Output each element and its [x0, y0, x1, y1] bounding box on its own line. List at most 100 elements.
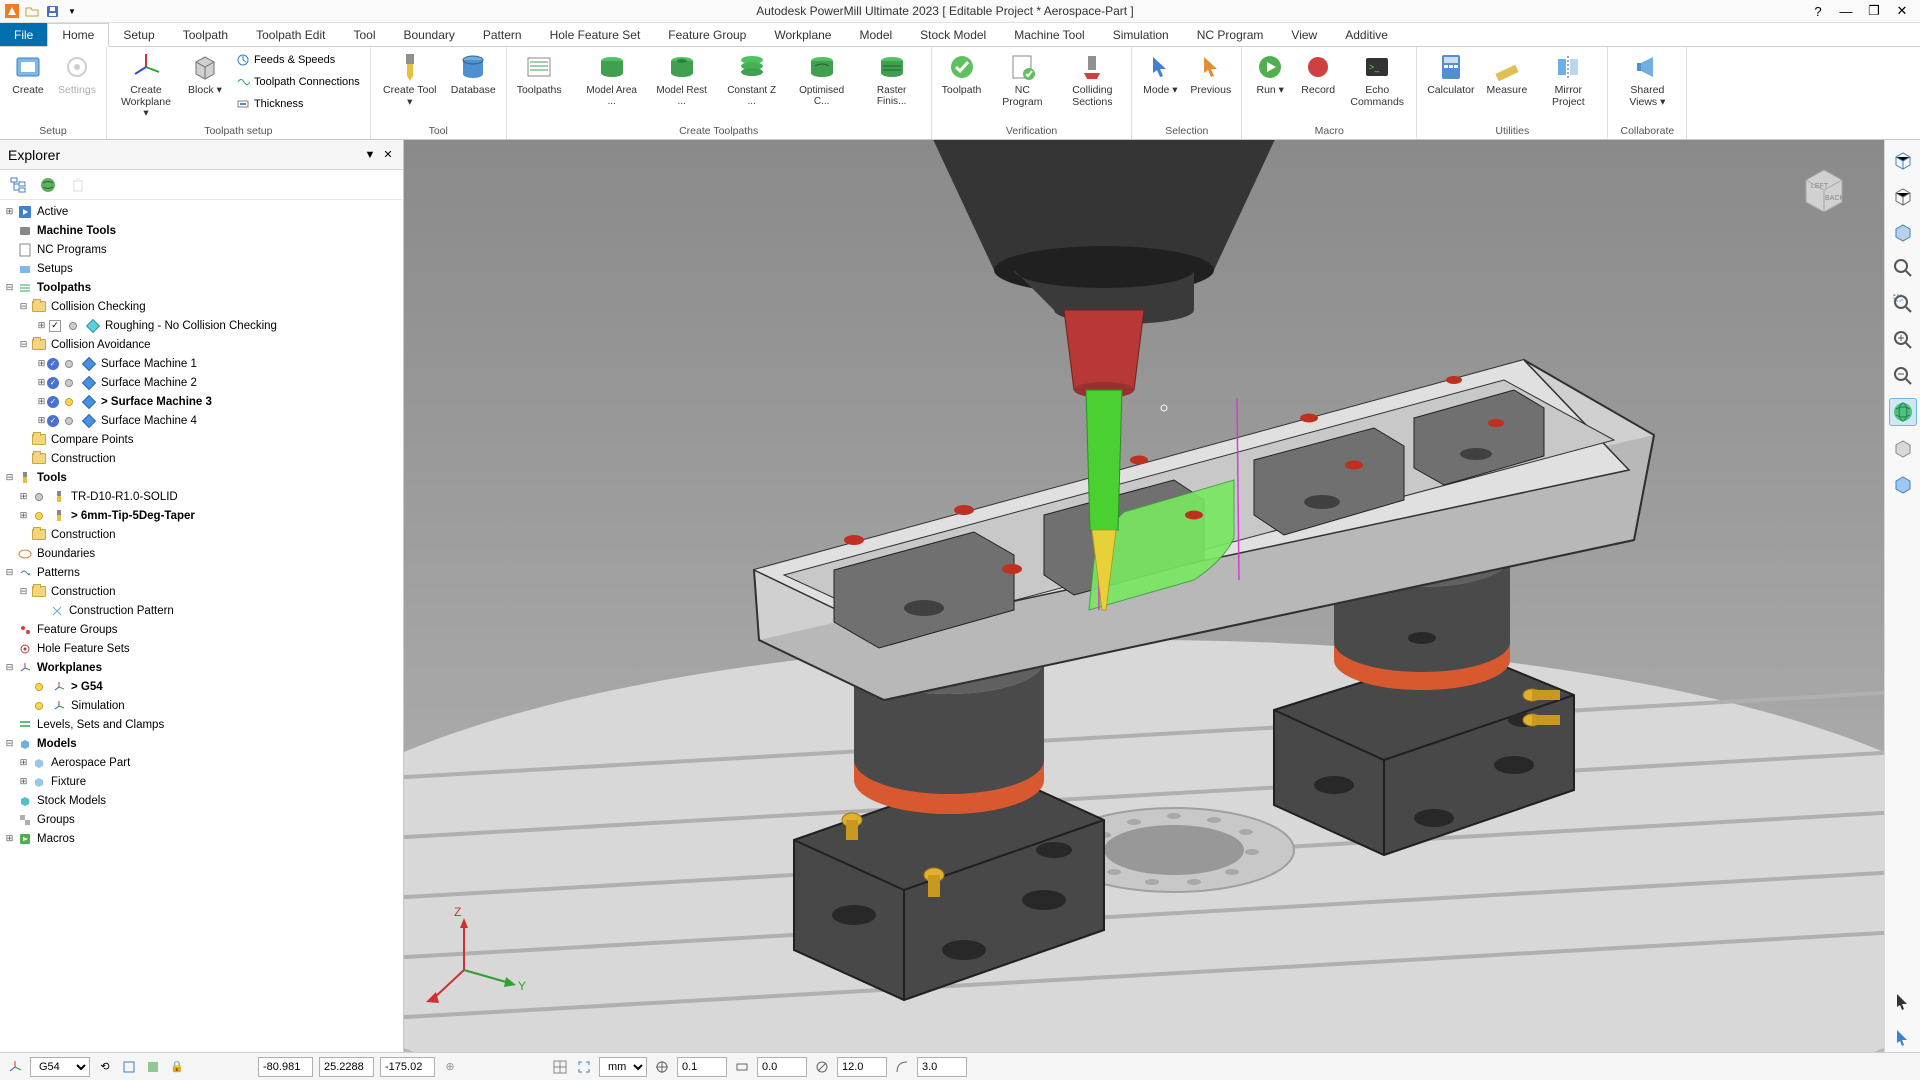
create-workplane-button[interactable]: Create Workplane ▾ — [113, 49, 179, 122]
units-select[interactable]: mm — [599, 1057, 647, 1077]
colliding-sections-button[interactable]: Colliding Sections — [1059, 49, 1125, 110]
tree-node[interactable]: ⊞✓Surface Machine 4 — [0, 411, 403, 430]
status-icon-3[interactable] — [144, 1058, 162, 1076]
tree-node[interactable]: Groups — [0, 810, 403, 829]
maximize-button[interactable]: ❐ — [1866, 3, 1882, 19]
status-axes-icon[interactable] — [6, 1058, 24, 1076]
tree-node[interactable]: Boundaries — [0, 544, 403, 563]
model-rest-button[interactable]: Model Rest ... — [649, 49, 715, 109]
qat-dropdown-icon[interactable]: ▼ — [64, 3, 80, 19]
raster-finish-button[interactable]: Raster Finis... — [859, 49, 925, 109]
explorer-globe-icon[interactable] — [38, 175, 58, 195]
tree-node[interactable]: ⊟Construction — [0, 582, 403, 601]
tab-file[interactable]: File — [0, 23, 47, 46]
tree-node[interactable]: ⊞✓Surface Machine 1 — [0, 354, 403, 373]
status-grid-icon[interactable] — [551, 1058, 569, 1076]
tree-node[interactable]: Simulation — [0, 696, 403, 715]
status-dia-icon[interactable] — [813, 1058, 831, 1076]
echo-commands-button[interactable]: >_Echo Commands — [1344, 49, 1410, 110]
tree-node[interactable]: ⊞Aerospace Part — [0, 753, 403, 772]
tab-machine-tool[interactable]: Machine Tool — [1000, 23, 1099, 46]
radius-field[interactable]: 3.0 — [917, 1057, 967, 1077]
tab-pattern[interactable]: Pattern — [469, 23, 536, 46]
help-button[interactable]: ? — [1810, 3, 1826, 19]
tree-node[interactable]: ⊞Roughing - No Collision Checking — [0, 316, 403, 335]
tab-view[interactable]: View — [1277, 23, 1331, 46]
explorer-tree-icon[interactable] — [8, 175, 28, 195]
tolerance-field[interactable]: 0.1 — [677, 1057, 727, 1077]
tab-boundary[interactable]: Boundary — [390, 23, 469, 46]
zoom-in-icon[interactable] — [1889, 326, 1917, 354]
tree-node[interactable]: ⊞TR-D10-R1.0-SOLID — [0, 487, 403, 506]
tree-node[interactable]: Construction Pattern — [0, 601, 403, 620]
zoom-fit-icon[interactable] — [1889, 254, 1917, 282]
view-globe-icon[interactable] — [1889, 398, 1917, 426]
verify-toolpath-button[interactable]: Toolpath — [938, 49, 986, 99]
tree-node[interactable]: Stock Models — [0, 791, 403, 810]
tab-simulation[interactable]: Simulation — [1099, 23, 1183, 46]
cursor-icon[interactable] — [1889, 988, 1917, 1016]
tree-node[interactable]: Construction — [0, 449, 403, 468]
verify-nc-button[interactable]: NC Program — [989, 49, 1055, 110]
view-block-icon[interactable] — [1889, 434, 1917, 462]
tab-toolpath[interactable]: Toolpath — [169, 23, 242, 46]
tab-tool[interactable]: Tool — [339, 23, 389, 46]
tree-node[interactable]: ⊟Collision Checking — [0, 297, 403, 316]
tree-node[interactable]: ⊟Models — [0, 734, 403, 753]
explorer-close-icon[interactable]: ✕ — [381, 148, 395, 162]
tab-feature-group[interactable]: Feature Group — [654, 23, 760, 46]
status-lock-icon[interactable]: 🔒 — [168, 1058, 186, 1076]
tree-node[interactable]: ⊞Active — [0, 202, 403, 221]
tree-node[interactable]: ⊞> 6mm-Tip-5Deg-Taper — [0, 506, 403, 525]
create-tool-button[interactable]: Create Tool ▾ — [377, 49, 443, 110]
tree-node[interactable]: NC Programs — [0, 240, 403, 259]
tab-workplane[interactable]: Workplane — [760, 23, 845, 46]
view-block2-icon[interactable] — [1889, 470, 1917, 498]
explorer-dropdown-icon[interactable]: ▼ — [363, 148, 377, 162]
tab-nc-program[interactable]: NC Program — [1183, 23, 1278, 46]
view-wireframe-icon[interactable] — [1889, 182, 1917, 210]
tree-node[interactable]: > G54 — [0, 677, 403, 696]
tree-node[interactable]: ⊞Macros — [0, 829, 403, 848]
status-thick-icon[interactable] — [733, 1058, 751, 1076]
app-icon[interactable] — [4, 3, 20, 19]
zoom-window-icon[interactable] — [1889, 290, 1917, 318]
feeds-speeds-button[interactable]: Feeds & Speeds — [231, 49, 364, 71]
zoom-out-icon[interactable] — [1889, 362, 1917, 390]
tree-node[interactable]: ⊟Collision Avoidance — [0, 335, 403, 354]
tab-toolpath-edit[interactable]: Toolpath Edit — [242, 23, 339, 46]
status-fit-icon[interactable] — [575, 1058, 593, 1076]
tree-node[interactable]: ⊟Patterns — [0, 563, 403, 582]
minimize-button[interactable]: — — [1838, 3, 1854, 19]
explorer-tree[interactable]: ⊞ActiveMachine ToolsNC ProgramsSetups⊟To… — [0, 200, 403, 1052]
tree-node[interactable]: ⊟Workplanes — [0, 658, 403, 677]
status-target-icon[interactable] — [653, 1058, 671, 1076]
status-icon-2[interactable] — [120, 1058, 138, 1076]
calculator-button[interactable]: Calculator — [1423, 49, 1478, 99]
thickness-field[interactable]: 0.0 — [757, 1057, 807, 1077]
open-icon[interactable] — [24, 3, 40, 19]
tab-setup[interactable]: Setup — [109, 23, 168, 46]
view-shaded-icon[interactable] — [1889, 218, 1917, 246]
selection-previous-button[interactable]: Previous — [1186, 49, 1235, 99]
tab-stock-model[interactable]: Stock Model — [906, 23, 1000, 46]
tree-node[interactable]: Construction — [0, 525, 403, 544]
block-button[interactable]: Block ▾ — [183, 49, 227, 99]
save-icon[interactable] — [44, 3, 60, 19]
tree-node[interactable]: Feature Groups — [0, 620, 403, 639]
model-area-button[interactable]: Model Area ... — [579, 49, 645, 109]
tab-home[interactable]: Home — [47, 23, 109, 47]
tree-node[interactable]: ⊟Toolpaths — [0, 278, 403, 297]
measure-button[interactable]: Measure — [1483, 49, 1532, 99]
tree-node[interactable]: Machine Tools — [0, 221, 403, 240]
macro-record-button[interactable]: Record — [1296, 49, 1340, 99]
constant-z-button[interactable]: Constant Z ... — [719, 49, 785, 109]
close-button[interactable]: ✕ — [1894, 3, 1910, 19]
viewport-3d[interactable]: Z Y LEFTBACK — [404, 140, 1884, 1052]
toolpath-connections-button[interactable]: Toolpath Connections — [231, 71, 364, 93]
select-icon[interactable] — [1889, 1024, 1917, 1052]
tab-additive[interactable]: Additive — [1331, 23, 1402, 46]
tree-node[interactable]: ⊞✓> Surface Machine 3 — [0, 392, 403, 411]
tree-node[interactable]: Levels, Sets and Clamps — [0, 715, 403, 734]
macro-run-button[interactable]: Run ▾ — [1248, 49, 1292, 99]
